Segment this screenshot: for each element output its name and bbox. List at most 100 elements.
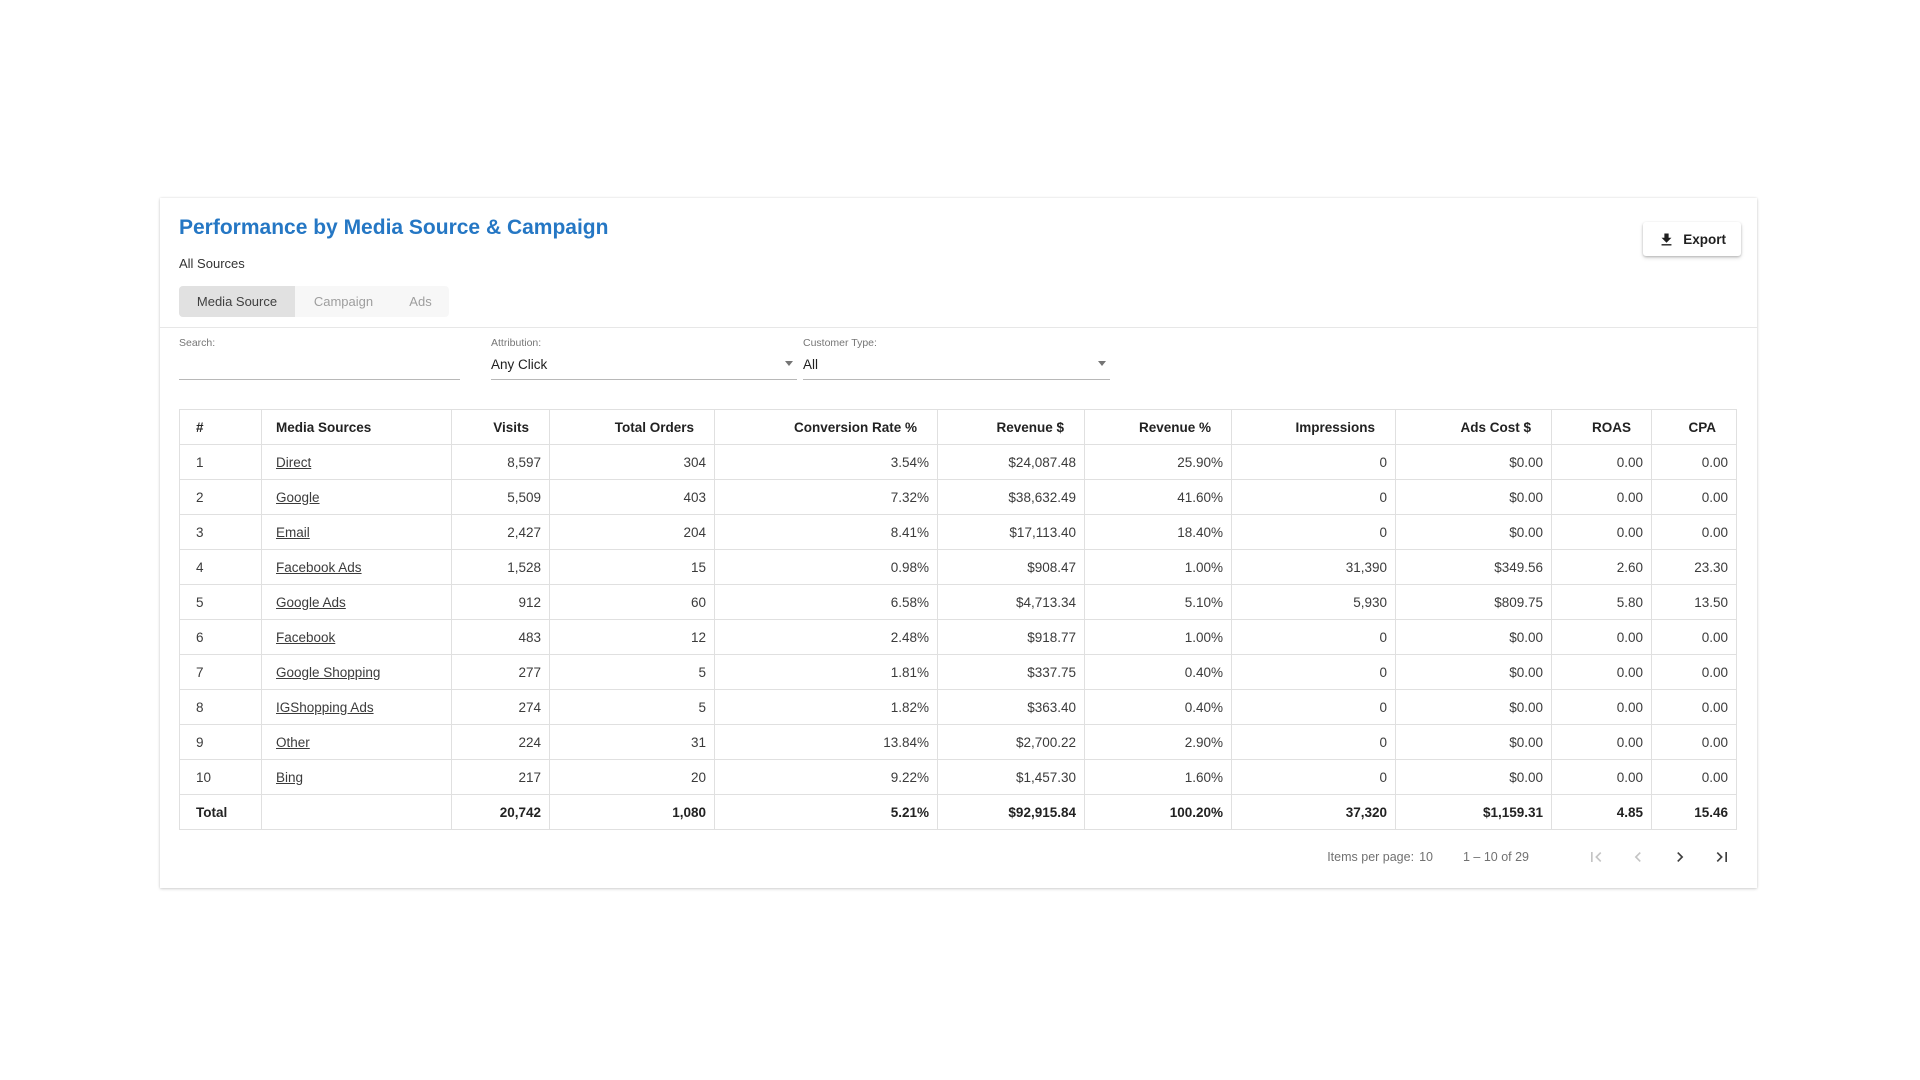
media-source-link[interactable]: Facebook [276, 629, 336, 645]
table-cell: 5 [549, 654, 715, 690]
table-cell: 60 [549, 584, 715, 620]
table-cell: $0.00 [1395, 619, 1552, 655]
column-header: CPA [1651, 409, 1737, 445]
table-cell: 2 [179, 479, 262, 515]
table-cell: 0.00 [1551, 654, 1652, 690]
first-page-button[interactable] [1585, 846, 1607, 868]
table-cell: 274 [451, 689, 550, 725]
table-cell: 5,930 [1231, 584, 1396, 620]
media-source-link[interactable]: Email [276, 524, 310, 540]
table-row: 5 Google Ads 912 60 6.58% $4,713.34 5.10% 5,930… [179, 584, 1737, 620]
table-cell: $0.00 [1395, 689, 1552, 725]
table-cell: 0 [1231, 514, 1396, 550]
media-source-link[interactable]: IGShopping Ads [276, 699, 374, 715]
media-source-link[interactable]: Bing [276, 769, 304, 785]
table-cell: 20,742 [451, 794, 550, 830]
table-cell: 3.54% [714, 444, 938, 480]
table-cell: 5.21% [714, 794, 938, 830]
tab-campaign[interactable]: Campaign [295, 286, 392, 317]
column-header: Conversion Rate % [714, 409, 938, 445]
table-total-row: Total 20,742 1,080 5.21% $92,915.84 100.20% 37… [179, 794, 1737, 830]
chevron-left-icon [1628, 847, 1648, 867]
table-cell: 0.00 [1651, 724, 1737, 760]
media-source-link[interactable]: Google Shopping [276, 664, 381, 680]
pager-buttons [1565, 846, 1733, 868]
table-cell: 0 [1231, 724, 1396, 760]
table-row: 10 Bing 217 20 9.22% $1,457.30 1.60% 0 $0.00 0.00… [179, 759, 1737, 795]
tab-media-source[interactable]: Media Source [179, 286, 295, 317]
table-cell: 0.00 [1551, 724, 1652, 760]
column-header: Impressions [1231, 409, 1396, 445]
table-cell: 6 [179, 619, 262, 655]
table-row: 4 Facebook Ads 1,528 15 0.98% $908.47 1.00% 31,… [179, 549, 1737, 585]
media-source-link[interactable]: Other [276, 734, 310, 750]
table-cell: IGShopping Ads [261, 689, 452, 725]
table-cell [261, 794, 452, 830]
table-cell: 0 [1231, 654, 1396, 690]
attribution-select[interactable]: Attribution: Any Click [491, 337, 797, 380]
table-cell: Direct [261, 444, 452, 480]
export-button[interactable]: Export [1643, 222, 1741, 256]
previous-page-button[interactable] [1627, 846, 1649, 868]
table-cell: $337.75 [937, 654, 1085, 690]
search-input[interactable] [179, 354, 460, 374]
table-cell: Facebook [261, 619, 452, 655]
table-cell: Google Ads [261, 584, 452, 620]
media-source-link[interactable]: Direct [276, 454, 312, 470]
media-source-link[interactable]: Google Ads [276, 594, 346, 610]
customer-type-select[interactable]: Customer Type: All [803, 337, 1110, 380]
table-cell: Email [261, 514, 452, 550]
table-cell: 217 [451, 759, 550, 795]
next-page-button[interactable] [1669, 846, 1691, 868]
table-cell: 224 [451, 724, 550, 760]
column-header: Revenue $ [937, 409, 1085, 445]
chevron-down-icon [1098, 361, 1106, 366]
table-cell: 0.00 [1551, 689, 1652, 725]
media-source-link[interactable]: Facebook Ads [276, 559, 362, 575]
table-cell: $17,113.40 [937, 514, 1085, 550]
table-row: 6 Facebook 483 12 2.48% $918.77 1.00% 0 $0.00 0.0… [179, 619, 1737, 655]
table-cell: 15.46 [1651, 794, 1737, 830]
table-cell: 31 [549, 724, 715, 760]
table-cell: 31,390 [1231, 549, 1396, 585]
table-cell: 204 [549, 514, 715, 550]
table-cell: 0.00 [1651, 479, 1737, 515]
table-cell: 0 [1231, 444, 1396, 480]
table-cell: 4 [179, 549, 262, 585]
attribution-value: Any Click [491, 357, 548, 372]
table-cell: $0.00 [1395, 654, 1552, 690]
customer-type-value: All [803, 357, 819, 372]
table-cell: 2.90% [1084, 724, 1232, 760]
table-row: 8 IGShopping Ads 274 5 1.82% $363.40 0.40% 0 $0.… [179, 689, 1737, 725]
first-page-icon [1586, 847, 1606, 867]
table-cell: 0 [1231, 689, 1396, 725]
last-page-icon [1712, 847, 1732, 867]
items-per-page-select[interactable]: 10 [1419, 850, 1433, 864]
last-page-button[interactable] [1711, 846, 1733, 868]
table-cell: 9 [179, 724, 262, 760]
column-header: # [179, 409, 262, 445]
table-cell: Bing [261, 759, 452, 795]
table-cell: 8 [179, 689, 262, 725]
page-range-label: 1 – 10 of 29 [1462, 850, 1529, 864]
table-cell: 20 [549, 759, 715, 795]
download-icon [1658, 231, 1675, 248]
table-cell: 6.58% [714, 584, 938, 620]
customer-type-label: Customer Type: [803, 337, 877, 349]
tab-ads[interactable]: Ads [392, 286, 449, 317]
search-label: Search: [179, 337, 216, 349]
table-cell: 5.10% [1084, 584, 1232, 620]
table-cell: $1,159.31 [1395, 794, 1552, 830]
tab-label: Media Source [196, 294, 278, 309]
section-divider [160, 327, 1757, 328]
table-cell: 0.00 [1651, 654, 1737, 690]
report-subtitle: All Sources [179, 256, 245, 271]
table-cell: 0.00 [1551, 759, 1652, 795]
table-cell: 13.50 [1651, 584, 1737, 620]
table-cell: $92,915.84 [937, 794, 1085, 830]
media-source-link[interactable]: Google [276, 489, 320, 505]
tab-label: Ads [409, 294, 432, 309]
table-cell: 0.00 [1651, 689, 1737, 725]
table-cell: 7 [179, 654, 262, 690]
table-cell: Google Shopping [261, 654, 452, 690]
